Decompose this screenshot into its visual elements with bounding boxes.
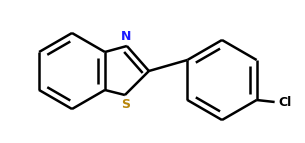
- Text: N: N: [121, 30, 131, 43]
- Text: Cl: Cl: [278, 96, 291, 109]
- Text: S: S: [121, 99, 131, 112]
